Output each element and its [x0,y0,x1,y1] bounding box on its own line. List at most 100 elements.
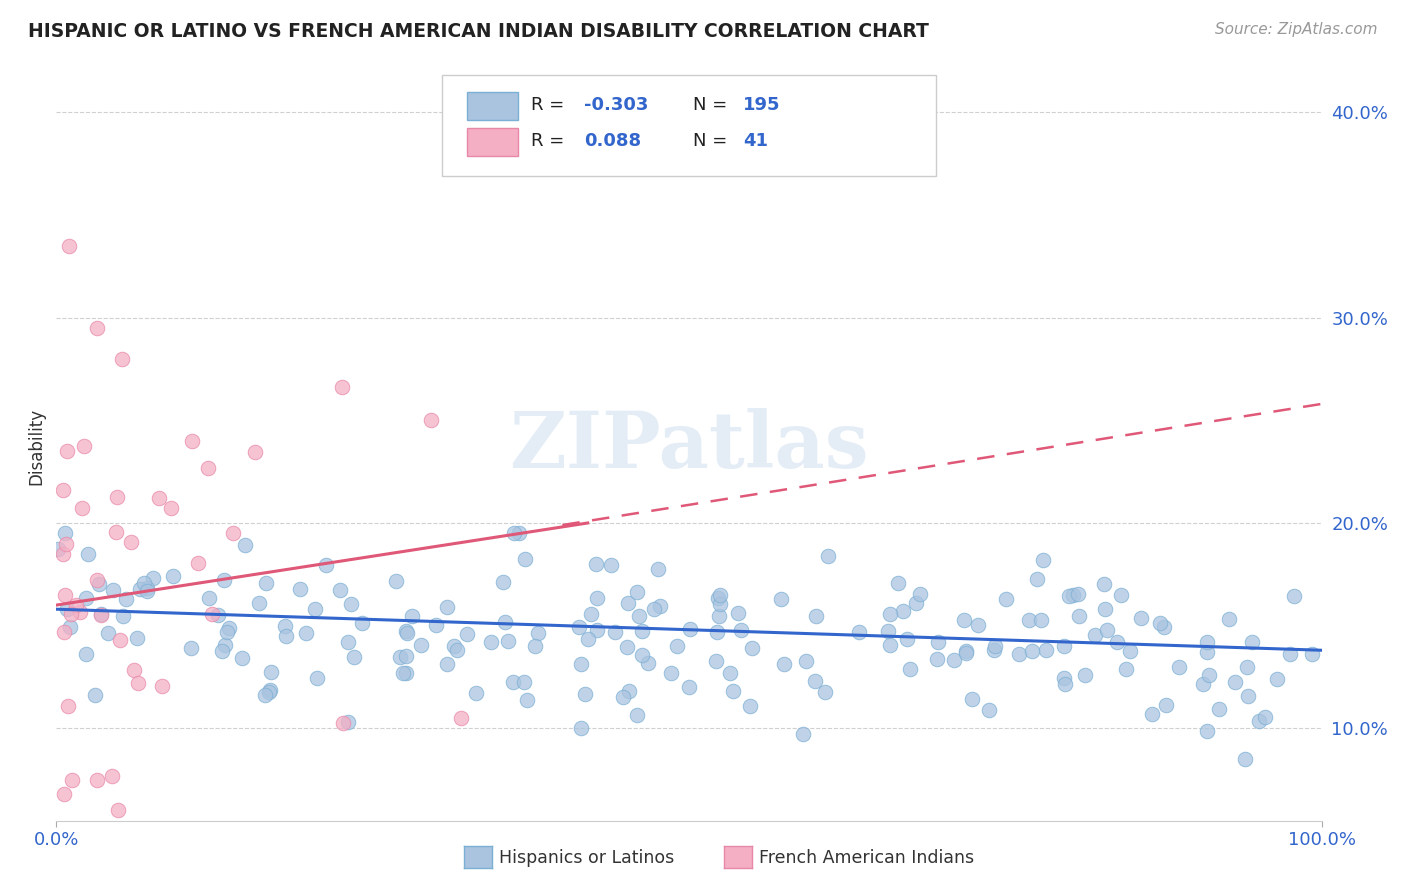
Point [86,772,108,787]
Point [1067,609,1090,624]
Point [1109,588,1132,602]
Point [330,380,353,394]
Point [647,562,669,576]
Point [643,602,665,616]
Point [201,607,224,622]
Point [983,643,1005,657]
Point [53,588,76,602]
Point [792,727,814,741]
Point [1149,615,1171,630]
Point [1115,662,1137,676]
Point [516,693,538,707]
Point [496,634,519,648]
Point [198,591,221,606]
Text: 195: 195 [744,96,780,114]
Point [86,321,108,335]
Point [741,640,763,655]
Point [659,665,682,680]
Point [52,483,75,498]
Point [152,679,174,693]
Point [159,501,181,516]
Point [69,605,91,619]
Point [513,674,536,689]
FancyBboxPatch shape [467,128,517,156]
Point [53,787,76,801]
Point [569,657,592,671]
Point [122,663,145,677]
Point [707,609,730,624]
Point [1053,639,1076,653]
Point [222,526,245,541]
Point [1236,660,1258,674]
Point [1195,635,1218,649]
Point [1195,723,1218,738]
Point [709,598,731,612]
Point [105,490,128,504]
Point [180,641,202,656]
Point [1021,644,1043,658]
Point [1074,668,1097,682]
Point [254,576,277,591]
Text: N =: N = [693,96,733,114]
Point [1094,602,1116,616]
Point [804,673,827,688]
Point [616,640,638,654]
Point [385,574,408,588]
Point [288,582,311,597]
Point [1029,614,1052,628]
Text: N =: N = [693,132,733,150]
Point [394,624,416,639]
Point [128,582,150,596]
Point [55,602,77,616]
Point [101,769,124,783]
Point [336,714,359,729]
Point [740,699,762,714]
Point [650,599,672,614]
Point [1067,587,1090,601]
Point [395,665,418,680]
FancyBboxPatch shape [467,92,517,120]
Point [136,581,159,595]
Point [59,607,82,621]
Point [1105,635,1128,649]
Point [339,597,361,611]
Point [966,618,988,632]
Point [585,557,607,571]
Point [218,621,240,635]
Point [984,640,1007,654]
Point [395,626,418,640]
Point [343,650,366,665]
Point [1233,752,1256,766]
Point [107,803,129,817]
FancyBboxPatch shape [441,75,936,177]
Point [132,576,155,591]
Point [1197,644,1219,658]
Point [329,583,352,598]
Point [52,548,75,562]
Point [142,571,165,585]
Point [568,620,591,634]
Y-axis label: Disability: Disability [27,408,45,484]
Text: ZIPatlas: ZIPatlas [509,408,869,484]
Point [235,538,257,552]
Point [492,575,515,590]
Point [1237,689,1260,703]
Point [896,632,918,646]
Point [879,639,901,653]
Point [772,657,794,672]
Point [443,639,465,653]
Point [197,460,219,475]
Point [1035,642,1057,657]
Point [1007,647,1029,661]
Point [942,652,965,666]
Point [586,623,609,637]
Point [1208,702,1230,716]
Point [395,648,418,663]
Point [101,583,124,598]
Point [569,722,592,736]
Point [104,524,127,539]
Point [87,577,110,591]
Point [1218,612,1240,626]
Point [494,615,516,630]
Point [148,491,170,505]
